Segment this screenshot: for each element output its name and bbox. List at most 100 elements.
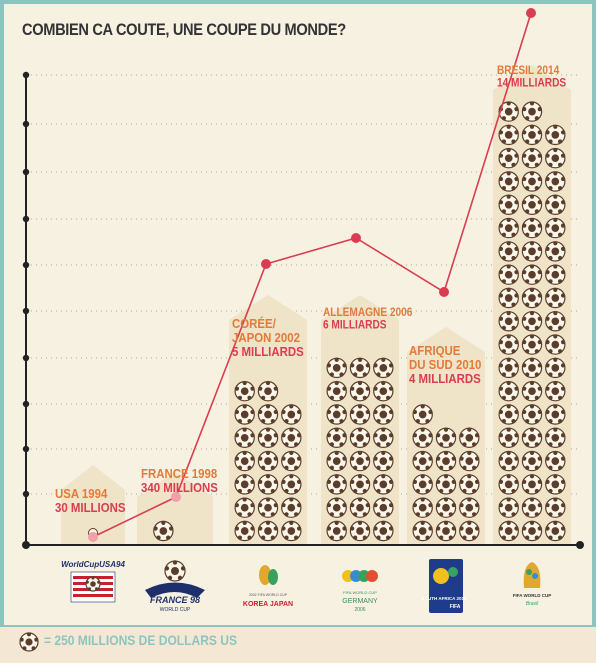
soccer-ball-icon <box>412 404 433 425</box>
soccer-ball-icon <box>498 171 519 192</box>
cost-label: 340 MILLIONS <box>141 480 218 495</box>
soccer-ball-icon <box>373 380 394 402</box>
ball-stack-2 <box>234 380 302 542</box>
soccer-ball-icon <box>459 450 480 472</box>
soccer-ball-icon <box>545 334 566 355</box>
cost-label: 14 MILLIARDS <box>497 77 566 90</box>
soccer-ball-icon <box>498 474 519 495</box>
soccer-ball-icon <box>349 474 371 495</box>
soccer-ball-icon <box>234 497 255 518</box>
ball-stack-3 <box>326 357 394 542</box>
soccer-ball-icon <box>545 217 566 239</box>
soccer-ball-icon <box>498 147 519 169</box>
logo-text: WorldCupUSA94 <box>61 560 125 569</box>
soccer-ball-icon <box>153 520 174 542</box>
soccer-ball-icon <box>545 450 566 472</box>
soccer-ball-shape <box>19 632 39 652</box>
soccer-ball-icon <box>521 474 543 495</box>
soccer-ball-icon <box>164 560 186 582</box>
logo-text: WORLD CUP <box>160 607 191 613</box>
soccer-ball-icon <box>435 427 457 448</box>
soccer-ball-icon <box>435 450 457 472</box>
soccer-ball-icon <box>545 497 566 518</box>
soccer-ball-icon <box>459 427 480 448</box>
soccer-ball-icon <box>435 497 457 518</box>
soccer-ball-icon <box>545 357 566 379</box>
soccer-ball-icon <box>545 241 566 262</box>
soccer-ball-icon <box>545 124 566 146</box>
axis-end <box>576 541 584 549</box>
soccer-ball-icon <box>349 357 371 379</box>
soccer-ball-icon <box>326 474 347 495</box>
ball-stack-1 <box>153 520 174 542</box>
soccer-ball-icon <box>257 497 279 518</box>
logo-text: KOREA JAPAN <box>243 601 293 608</box>
soccer-ball-icon <box>257 520 279 542</box>
soccer-ball-icon <box>234 474 255 495</box>
soccer-ball-icon <box>257 380 279 402</box>
soccer-ball-icon <box>257 450 279 472</box>
world-cup-logo-4: SOUTH AFRICA 2010 FIFA <box>422 559 467 613</box>
soccer-ball-icon <box>521 287 543 309</box>
logo-text: Brasil <box>526 601 539 607</box>
soccer-ball-icon <box>373 357 394 379</box>
year-label: FRANCE 1998 <box>141 466 217 481</box>
soccer-ball-icon <box>373 450 394 472</box>
soccer-ball-icon <box>234 450 255 472</box>
soccer-ball-icon <box>257 427 279 448</box>
soccer-ball-icon <box>326 357 347 379</box>
data-point-5 <box>526 8 536 18</box>
soccer-ball-icon <box>521 171 543 192</box>
soccer-ball-icon <box>521 311 543 332</box>
soccer-ball-icon <box>545 287 566 309</box>
soccer-ball-icon <box>459 497 480 518</box>
logo-text: FIFA WORLD CUP <box>513 593 552 598</box>
soccer-ball-icon <box>545 194 566 215</box>
year-label: BRÉSIL 2014 <box>497 63 559 77</box>
soccer-ball-icon <box>281 474 302 495</box>
soccer-ball-icon <box>281 404 302 425</box>
soccer-ball-icon <box>234 520 255 542</box>
data-point-4 <box>439 287 449 297</box>
logo-text: FIFA WORLD CUP <box>343 590 377 595</box>
page-title: COMBIEN CA COUTE, UNE COUPE DU MONDE? <box>22 20 346 39</box>
soccer-ball-icon <box>412 474 433 495</box>
soccer-ball-icon <box>521 357 543 379</box>
soccer-ball-icon <box>349 450 371 472</box>
soccer-ball-icon <box>498 520 519 542</box>
cost-label: 30 MILLIONS <box>55 500 126 515</box>
logo-text: 2002 FIFA WORLD CUP <box>249 593 288 597</box>
soccer-ball-icon <box>498 357 519 379</box>
soccer-ball-icon <box>349 520 371 542</box>
soccer-ball-icon <box>545 474 566 495</box>
soccer-ball-icon <box>498 264 519 285</box>
soccer-ball-icon <box>373 474 394 495</box>
soccer-ball-icon <box>326 380 347 402</box>
world-cup-logo-2: 2002 FIFA WORLD CUP KOREA JAPAN <box>243 565 293 608</box>
soccer-ball-icon <box>498 427 519 448</box>
soccer-ball-icon <box>498 334 519 355</box>
soccer-ball-icon <box>349 380 371 402</box>
soccer-ball-icon <box>412 520 433 542</box>
soccer-ball-icon <box>373 404 394 425</box>
soccer-ball-icon <box>545 171 566 192</box>
soccer-ball-icon <box>412 450 433 472</box>
legend-bar <box>0 625 596 663</box>
world-cup-logo-5: FIFA WORLD CUP Brasil <box>513 562 552 607</box>
soccer-ball-icon <box>498 124 519 146</box>
soccer-ball-icon <box>498 287 519 309</box>
soccer-ball-icon <box>498 217 519 239</box>
soccer-ball-icon <box>521 147 543 169</box>
logo-text: 2006 <box>354 607 365 613</box>
soccer-ball-icon <box>498 311 519 332</box>
world-cup-logo-3: FIFA WORLD CUP GERMANY 2006 <box>342 570 378 613</box>
soccer-ball-icon <box>349 427 371 448</box>
world-cup-logo-1: FRANCE 98 WORLD CUP <box>145 560 205 613</box>
bar-0 <box>61 465 125 545</box>
soccer-ball-icon <box>498 497 519 518</box>
year-label: AFRIQUE <box>409 343 460 358</box>
soccer-ball-icon <box>234 380 255 402</box>
